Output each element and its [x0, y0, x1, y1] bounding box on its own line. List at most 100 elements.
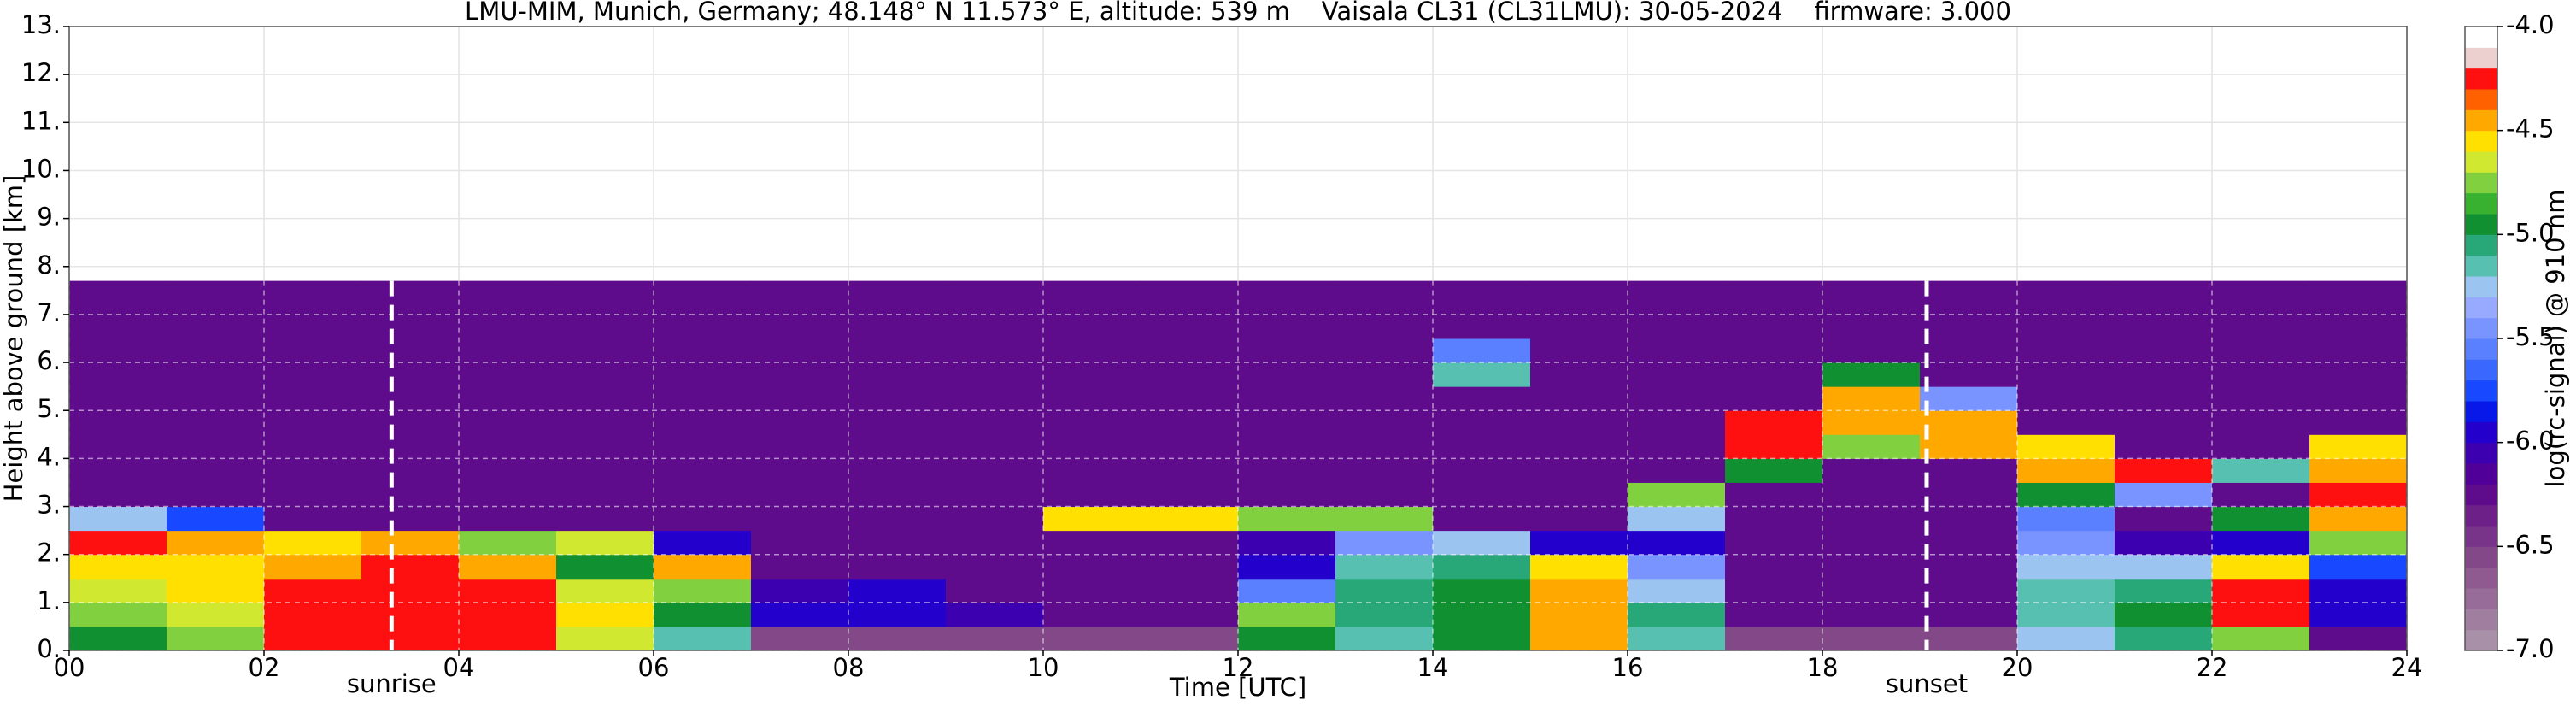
heatmap-cell [1530, 554, 1628, 580]
heatmap-cell [1822, 362, 1921, 387]
heatmap-cell [2309, 434, 2408, 459]
heatmap-cell [459, 410, 557, 435]
heatmap-cell [2212, 290, 2310, 315]
y-tick-label: 3. [37, 491, 61, 520]
heatmap-cell [1141, 530, 1239, 556]
heatmap-cell [1628, 362, 1726, 387]
heatmap-cell [2115, 530, 2213, 556]
heatmap-cell [167, 458, 265, 483]
x-tick-label: 10 [1028, 653, 1059, 682]
heatmap-cell [459, 458, 557, 483]
heatmap-cell [556, 338, 654, 363]
heatmap-cell [1725, 410, 1823, 435]
colorbar-band [2465, 89, 2497, 110]
heatmap-cell [1530, 458, 1628, 483]
heatmap-cell [2309, 314, 2408, 339]
heatmap-cell [751, 410, 849, 435]
heatmap-cell [1530, 280, 1628, 291]
heatmap-cell [1043, 434, 1141, 459]
heatmap-cell [1822, 434, 1921, 459]
heatmap-cell [264, 290, 362, 315]
heatmap-cell [1530, 602, 1628, 627]
colorbar-band [2465, 109, 2497, 132]
heatmap-cell [751, 434, 849, 459]
heatmap-cell [1043, 458, 1141, 483]
y-tick-label: 2. [37, 538, 61, 568]
heatmap-cell [69, 314, 167, 339]
heatmap-cell [1725, 626, 1823, 651]
heatmap-cell [848, 386, 947, 411]
heatmap-cell [654, 338, 752, 363]
x-tick-label: 08 [833, 653, 865, 682]
heatmap-cell [264, 506, 362, 532]
colorbar-band [2465, 442, 2497, 464]
heatmap-cell [2017, 338, 2115, 363]
heatmap-cell [1920, 410, 2018, 435]
heatmap-cell [1238, 410, 1336, 435]
heatmap-cell [2017, 530, 2115, 556]
heatmap-cell [1628, 338, 1726, 363]
heatmap-cell [69, 280, 167, 291]
heatmap-cell [848, 458, 947, 483]
heatmap-cell [1725, 362, 1823, 387]
heatmap-cell [361, 458, 460, 483]
heatmap-cell [1141, 482, 1239, 508]
heatmap-cell [2309, 410, 2408, 435]
heatmap-cell [1920, 338, 2018, 363]
heatmap-cell [1725, 482, 1823, 508]
colorbar-band [2465, 504, 2497, 527]
heatmap-cell [264, 602, 362, 627]
heatmap-cell [459, 314, 557, 339]
heatmap-cell [556, 362, 654, 387]
heatmap-cell [1822, 626, 1921, 651]
heatmap-cell [459, 554, 557, 580]
heatmap-cell [2212, 578, 2310, 603]
heatmap-cell [751, 530, 849, 556]
heatmap-cell [1822, 458, 1921, 483]
heatmap-cell [264, 554, 362, 580]
heatmap-cell [2309, 386, 2408, 411]
heatmap-cell [848, 338, 947, 363]
heatmap-cell [1725, 314, 1823, 339]
heatmap-cell [751, 554, 849, 580]
heatmap-cell [1335, 554, 1434, 580]
heatmap-cell [1238, 280, 1336, 291]
heatmap-cell [167, 338, 265, 363]
heatmap-cell [361, 290, 460, 315]
heatmap-cell [1043, 626, 1141, 651]
heatmap-cell [361, 578, 460, 603]
heatmap-cell [2212, 314, 2310, 339]
heatmap-cell [2212, 434, 2310, 459]
heatmap-cell [2017, 386, 2115, 411]
heatmap-cell [2017, 554, 2115, 580]
heatmap-cell [751, 602, 849, 627]
heatmap-cell [1335, 362, 1434, 387]
heatmap-cell [751, 482, 849, 508]
heatmap-cell [1335, 280, 1434, 291]
heatmap-cell [264, 386, 362, 411]
heatmap-cell [2212, 362, 2310, 387]
x-tick-label: 22 [2197, 653, 2228, 682]
heatmap-cell [556, 410, 654, 435]
colorbar-band [2465, 484, 2497, 506]
heatmap-cell [946, 506, 1044, 532]
heatmap-cell [167, 314, 265, 339]
heatmap-cell [1725, 458, 1823, 483]
heatmap-cell [946, 626, 1044, 651]
heatmap-cell [69, 530, 167, 556]
heatmap-cell [1335, 458, 1434, 483]
heatmap-cell [1433, 554, 1531, 580]
heatmap-cell [946, 338, 1044, 363]
heatmap-cell [1043, 338, 1141, 363]
heatmap-cell [1433, 362, 1531, 387]
heatmap-cell [654, 602, 752, 627]
heatmap-cell [1335, 338, 1434, 363]
heatmap-cell [361, 362, 460, 387]
heatmap-cell [1238, 626, 1336, 651]
heatmap-cell [1628, 314, 1726, 339]
colorbar-band [2465, 297, 2497, 319]
heatmap-cell [264, 338, 362, 363]
heatmap-cell [167, 578, 265, 603]
heatmap-cell [1530, 362, 1628, 387]
heatmap-cell [264, 482, 362, 508]
